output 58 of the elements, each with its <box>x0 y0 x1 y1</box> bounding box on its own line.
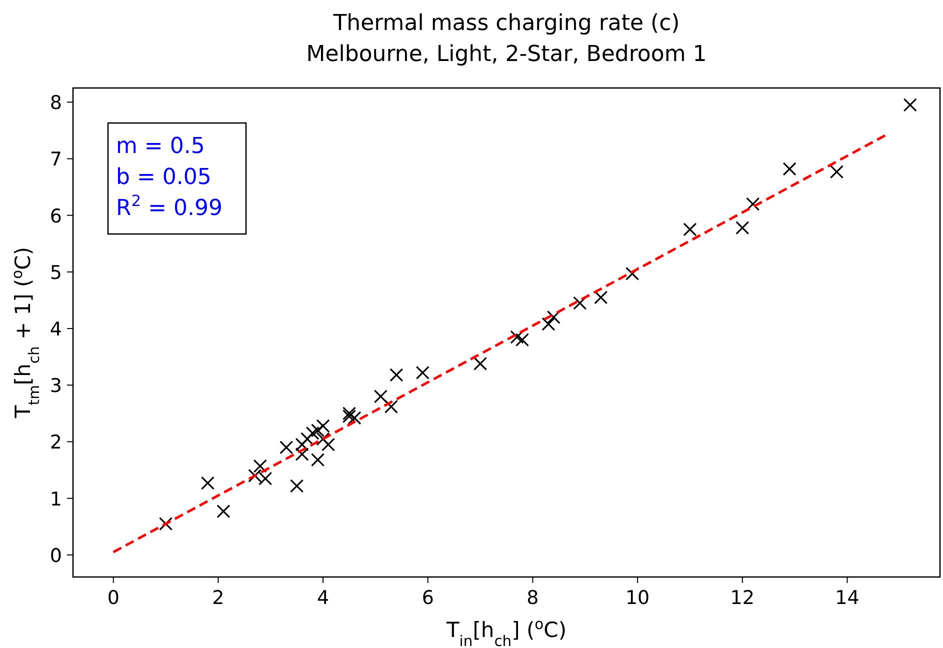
y-tick-label: 1 <box>50 488 62 510</box>
point <box>158 517 173 531</box>
y-tick-label: 4 <box>50 318 62 341</box>
point <box>348 411 362 425</box>
y-tick-label: 2 <box>50 432 62 454</box>
point <box>390 368 404 382</box>
x-tick-label: 10 <box>625 587 650 609</box>
x-tick-label: 4 <box>316 587 330 609</box>
point <box>510 330 524 344</box>
y-tick-label: 3 <box>50 375 62 398</box>
point <box>683 222 697 236</box>
point <box>573 296 587 310</box>
point <box>515 333 530 347</box>
point <box>473 356 488 370</box>
y-tick-label: 8 <box>50 92 62 114</box>
point <box>300 432 314 446</box>
annotation: m = 0.5 <box>116 134 205 159</box>
point <box>546 310 560 324</box>
annotation: R$^{2}$ = 0.99 <box>116 192 222 221</box>
x-tick-label: 0 <box>107 587 120 609</box>
point <box>295 447 309 461</box>
point <box>216 504 230 518</box>
point <box>200 476 215 490</box>
point <box>316 432 330 446</box>
point <box>253 459 267 473</box>
y-tick-label: 0 <box>50 544 62 567</box>
point <box>746 197 760 211</box>
point <box>342 406 356 420</box>
x-axis-title: T$_{in}$[h$_{ch}$] ($^{o}$C) <box>445 616 567 648</box>
point <box>903 98 917 112</box>
point <box>290 479 304 493</box>
point <box>374 390 388 404</box>
point <box>306 426 320 440</box>
point <box>542 317 556 331</box>
x-tick-label: 2 <box>212 587 224 609</box>
x-tick-label: 6 <box>422 587 434 609</box>
point <box>280 440 294 454</box>
chart-title: Thermal mass charging rate (c) Melbourne, Light, 2-Star, Bedroom 1 <box>306 11 707 67</box>
y-tick-label: 6 <box>50 205 62 228</box>
x-tick-label: 8 <box>526 587 539 609</box>
point <box>342 409 356 424</box>
x-tick-label: 14 <box>835 587 860 609</box>
point <box>416 366 430 380</box>
point <box>295 438 309 452</box>
point <box>310 424 325 438</box>
y-tick-label: 7 <box>50 148 62 171</box>
point <box>321 438 336 452</box>
y-tick-label: 5 <box>50 262 62 284</box>
point <box>782 162 796 176</box>
point <box>830 164 844 179</box>
point <box>626 266 640 280</box>
x-tick-label: 12 <box>730 587 754 609</box>
point <box>736 220 750 235</box>
annotation: b = 0.05 <box>116 165 212 190</box>
point <box>310 453 325 467</box>
point <box>384 400 398 414</box>
point <box>316 419 330 433</box>
point <box>594 290 608 304</box>
